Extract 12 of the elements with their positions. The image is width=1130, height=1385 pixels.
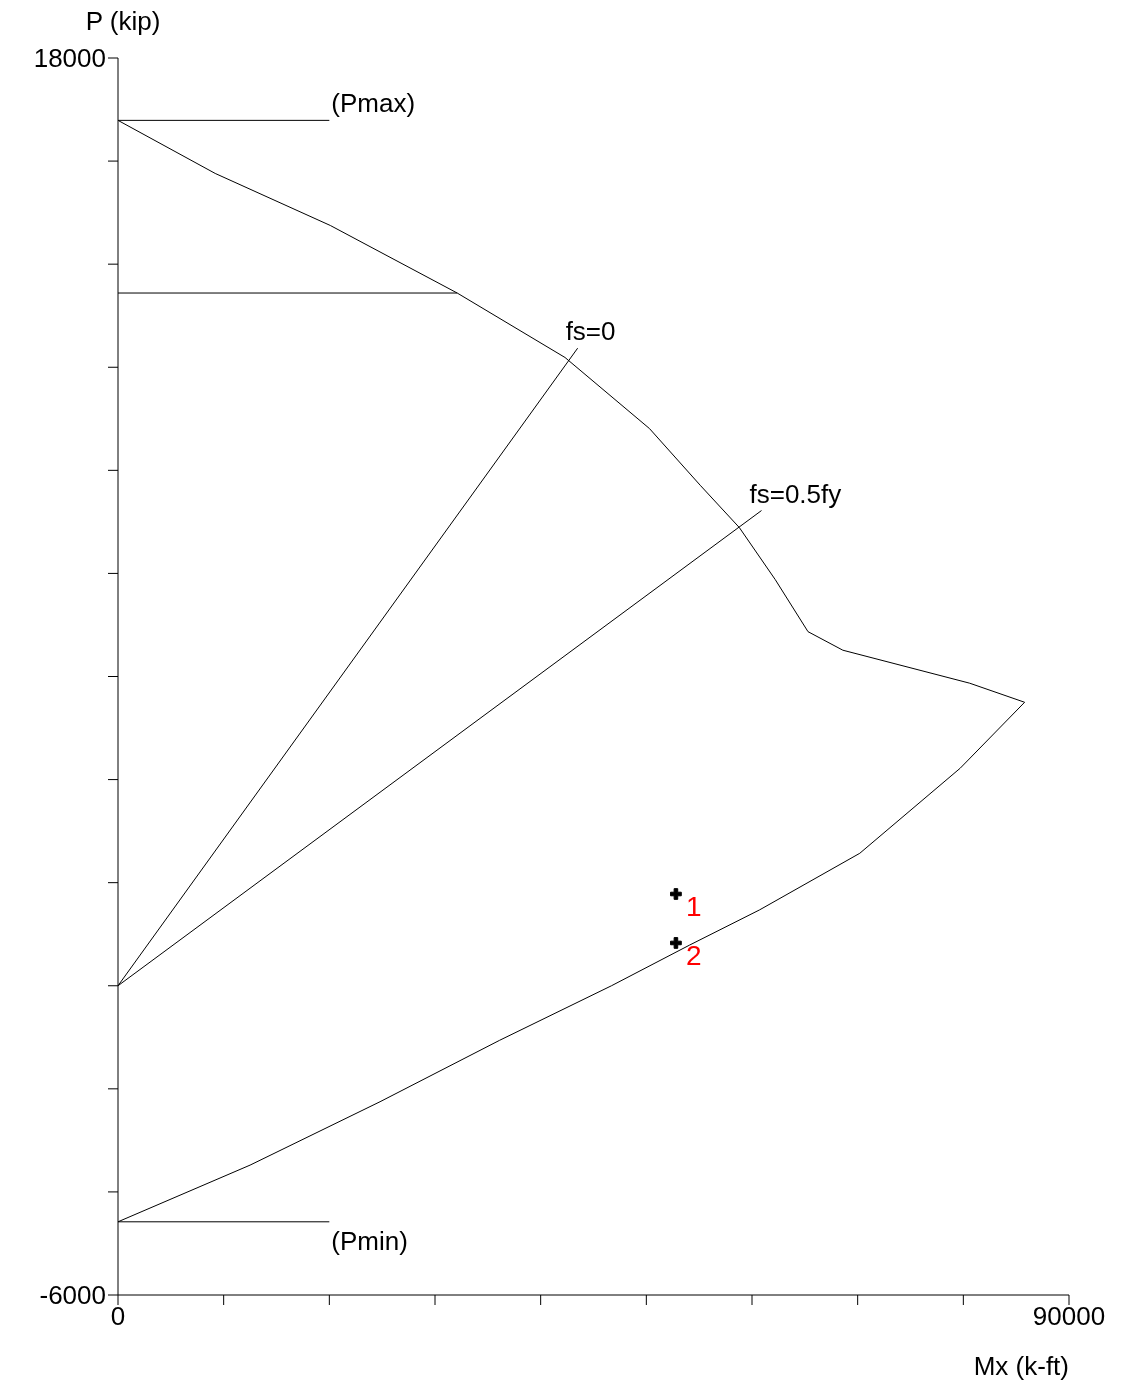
annotation: fs=0 bbox=[565, 316, 616, 347]
x-axis-title: Mx (k-ft) bbox=[973, 1351, 1069, 1381]
series-label: 1 bbox=[685, 891, 702, 923]
x-tick-label: 90000 bbox=[1032, 1301, 1106, 1332]
y-tick-label: 18000 bbox=[33, 43, 106, 74]
x-tick-label: 0 bbox=[110, 1301, 126, 1332]
annotation: (Pmin) bbox=[331, 1225, 408, 1256]
y-axis-title: P (kip) bbox=[85, 6, 161, 36]
annotation: (Pmax) bbox=[331, 88, 416, 119]
annotation: fs=0.5fy bbox=[749, 478, 842, 509]
y-tick-label: -6000 bbox=[39, 1280, 106, 1311]
series-label: 2 bbox=[685, 939, 702, 971]
